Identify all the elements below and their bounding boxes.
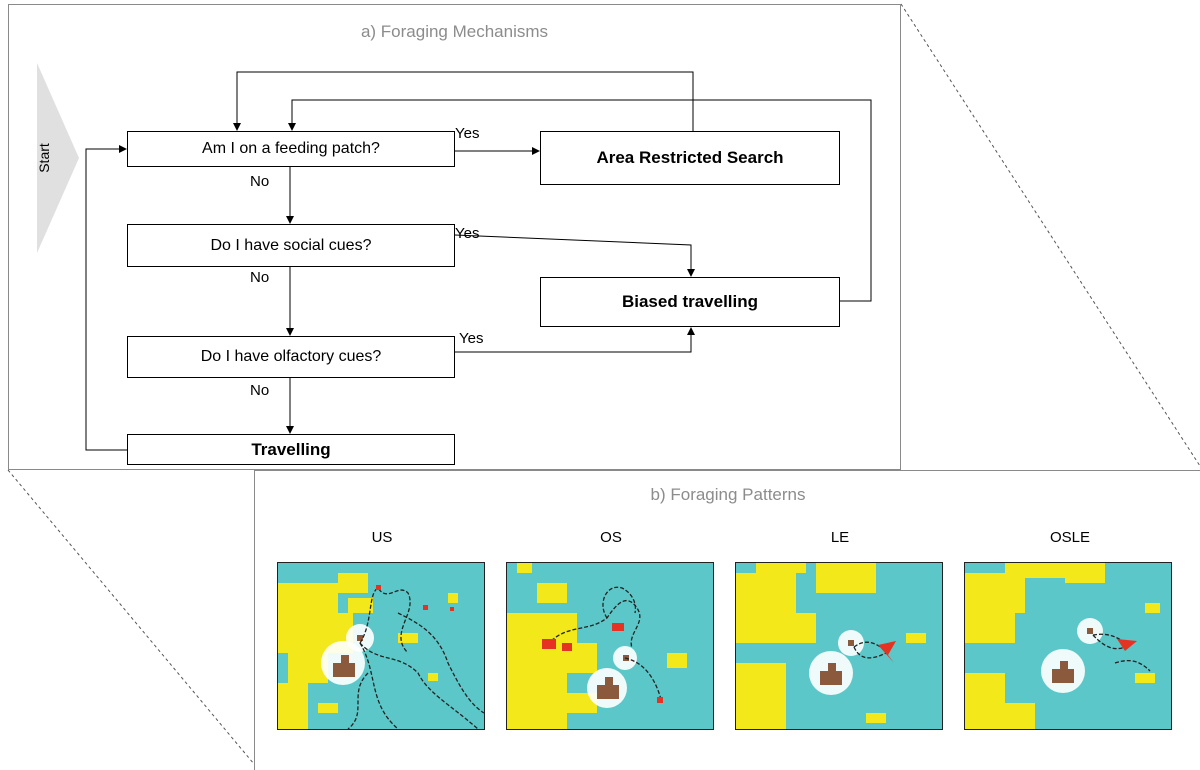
start-arrow-icon [37,63,79,253]
olfactory-cues-box: Do I have olfactory cues? [127,336,455,378]
area-restricted-search-box: Area Restricted Search [540,131,840,185]
map-os [506,562,714,730]
map-us [277,562,485,730]
foraging-mechanisms-panel: a) Foraging Mechanisms Start Am I on a f… [8,4,901,470]
pattern-label-osle: OSLE [1049,529,1091,546]
biased-travelling-box: Biased travelling [540,277,840,327]
yes-label-olfactory: Yes [459,330,484,347]
travelling-box: Travelling [127,434,455,465]
yes-label-feeding: Yes [455,125,480,142]
panel-a-title: a) Foraging Mechanisms [360,22,549,41]
yes-label-social: Yes [455,225,480,242]
no-label-feeding: No [250,173,270,190]
panel-b-title: b) Foraging Patterns [650,485,806,504]
pattern-label-os: OS [600,529,622,546]
no-label-olfactory: No [250,382,270,399]
social-cues-box: Do I have social cues? [127,224,455,267]
pattern-label-us: US [371,529,393,546]
no-label-social: No [250,269,270,286]
feeding-patch-box: Am I on a feeding patch? [127,131,455,167]
map-le [735,562,943,730]
foraging-patterns-panel: b) Foraging Patterns US OS LE OSLE [254,470,1200,770]
map-osle [964,562,1172,730]
flowchart-connectors [85,71,872,451]
pattern-label-le: LE [830,529,850,546]
